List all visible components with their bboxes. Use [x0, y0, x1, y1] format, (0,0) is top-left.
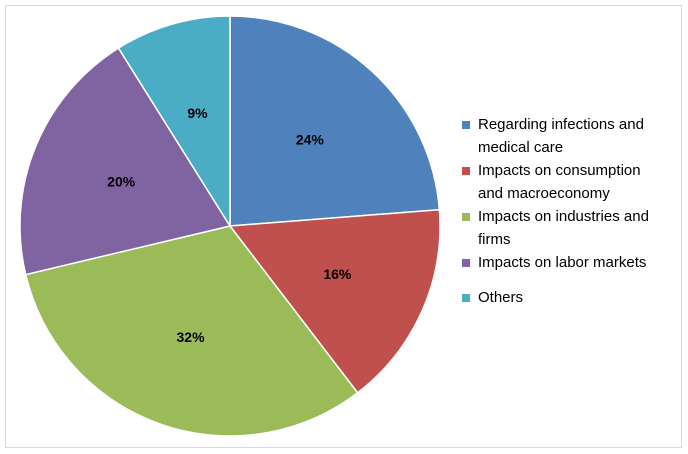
legend-label-infections-line1: Regarding infections and [478, 116, 644, 133]
data-label-consumption: 16% [323, 266, 352, 282]
legend-label-industries-line2: firms [478, 231, 511, 248]
legend-swatch-labor [462, 259, 470, 267]
legend-label-infections-line2: medical care [478, 139, 564, 156]
legend-item-infections: Regarding infections and medical care [462, 113, 677, 159]
data-label-infections: 24% [296, 132, 325, 148]
pie-slice-labor [19, 47, 232, 276]
pie-slice-consumption [228, 208, 441, 394]
pie-slice-infections [229, 15, 441, 227]
legend-label-consumption-line1: Impacts on consumption [478, 162, 641, 179]
legend-item-consumption: Impacts on consumption and macroeconomy [462, 159, 677, 205]
legend-label-consumption-line2: and macroeconomy [478, 185, 610, 202]
data-label-labor: 20% [107, 173, 136, 189]
legend: Regarding infections and medical care Im… [462, 113, 677, 309]
legend-label-others: Others [478, 289, 524, 306]
legend-swatch-consumption [462, 167, 470, 175]
data-label-others: 9% [187, 105, 208, 121]
legend-label-labor: Impacts on labor markets [478, 254, 647, 271]
legend-item-industries: Impacts on industries and firms [462, 205, 677, 251]
legend-swatch-industries [462, 213, 470, 221]
legend-swatch-others [462, 294, 470, 302]
pie-slice-industries [24, 225, 359, 437]
legend-swatch-infections [462, 121, 470, 129]
legend-item-others: Others [462, 286, 677, 309]
data-label-industries: 32% [177, 329, 206, 345]
legend-item-labor: Impacts on labor markets [462, 251, 677, 274]
pie-slice-others [117, 15, 231, 229]
legend-label-industries-line1: Impacts on industries and [478, 208, 649, 225]
